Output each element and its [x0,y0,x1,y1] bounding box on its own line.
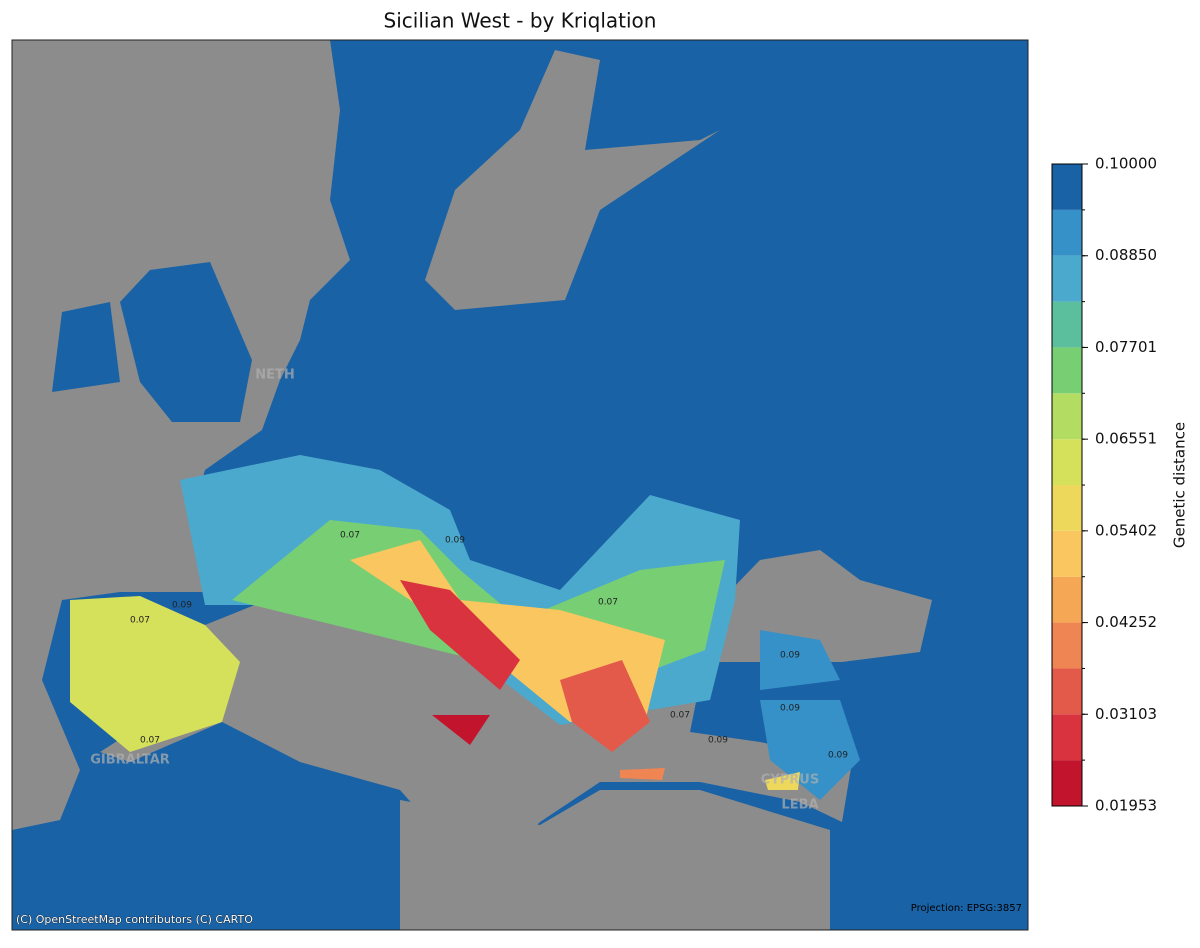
contour-label: 0.09 [780,704,800,714]
tick-label: 0.07701 [1095,338,1157,356]
map-frame [11,39,1029,931]
place-label: LEBA [781,798,818,813]
distance-region [620,768,665,780]
attribution: (C) OpenStreetMap contributors (C) CARTO [16,913,253,926]
tick-label: 0.10000 [1095,155,1157,173]
place-labels: GIBRALTAR NETH CYPRUS LEBA [90,368,819,813]
map-title: Sicilian West - by Kriqlation [384,9,657,33]
colorbar-band [1052,209,1082,256]
contour-label: 0.07 [598,598,618,608]
colorbar-band [1052,164,1082,210]
projection-note: Projection: EPSG:3857 [911,903,1022,914]
distance-region [765,772,800,790]
colorbar-band [1052,530,1082,577]
distance-region [560,660,650,752]
colorbar-band [1052,760,1082,806]
map: 0.07 0.09 0.07 0.09 0.07 0.09 0.07 0.09 0.07 0.09… [11,39,1029,931]
contour-label: 0.07 [130,616,150,626]
colorbar-band [1052,301,1082,348]
contour-label: 0.09 [445,536,465,546]
contour-label: 0.09 [708,736,728,746]
africa-interior [400,790,830,930]
distance-region [432,715,490,745]
place-label: NETH [255,368,295,383]
contour-label: 0.07 [670,711,690,721]
colorbar-band [1052,485,1082,531]
contour-labels: 0.07 0.09 0.07 0.09 0.07 0.09 0.07 0.09 0.07 0.09… [130,531,848,761]
place-label: GIBRALTAR [90,753,170,768]
contour-label: 0.09 [828,751,848,761]
contour-label: 0.09 [172,601,192,611]
tick-label: 0.08850 [1095,246,1157,264]
colorbar-label: Genetic distance [1171,422,1189,548]
tick-label: 0.06551 [1095,430,1157,448]
distance-region [760,700,860,800]
tick-label: 0.05402 [1095,521,1157,539]
colorbar-band [1052,255,1082,302]
tick-label: 0.04252 [1095,613,1157,631]
distance-region [400,580,520,690]
contour-label: 0.07 [340,531,360,541]
colorbar-band [1052,576,1082,623]
colorbar-band [1052,668,1082,715]
great-britain [120,262,252,422]
colorbar: 0.01953 0.03103 0.04252 0.05402 0.06551 0.077… [1051,155,1157,815]
contour-label: 0.07 [140,736,160,746]
distance-field [70,455,860,800]
colorbar-band [1052,714,1082,761]
colorbar-band [1052,347,1082,394]
place-label: CYPRUS [761,773,819,788]
distance-region [760,630,840,690]
colorbar-band [1052,393,1082,440]
black-sea [700,550,932,662]
distance-region [70,596,240,752]
baltic [425,50,720,310]
colorbar-band [1052,622,1082,669]
tick-label: 0.03103 [1095,705,1157,723]
atlantic [12,40,350,830]
tick-label: 0.01953 [1095,797,1157,815]
colorbar-band [1052,439,1082,486]
ireland [52,302,120,392]
contour-label: 0.09 [780,651,800,661]
